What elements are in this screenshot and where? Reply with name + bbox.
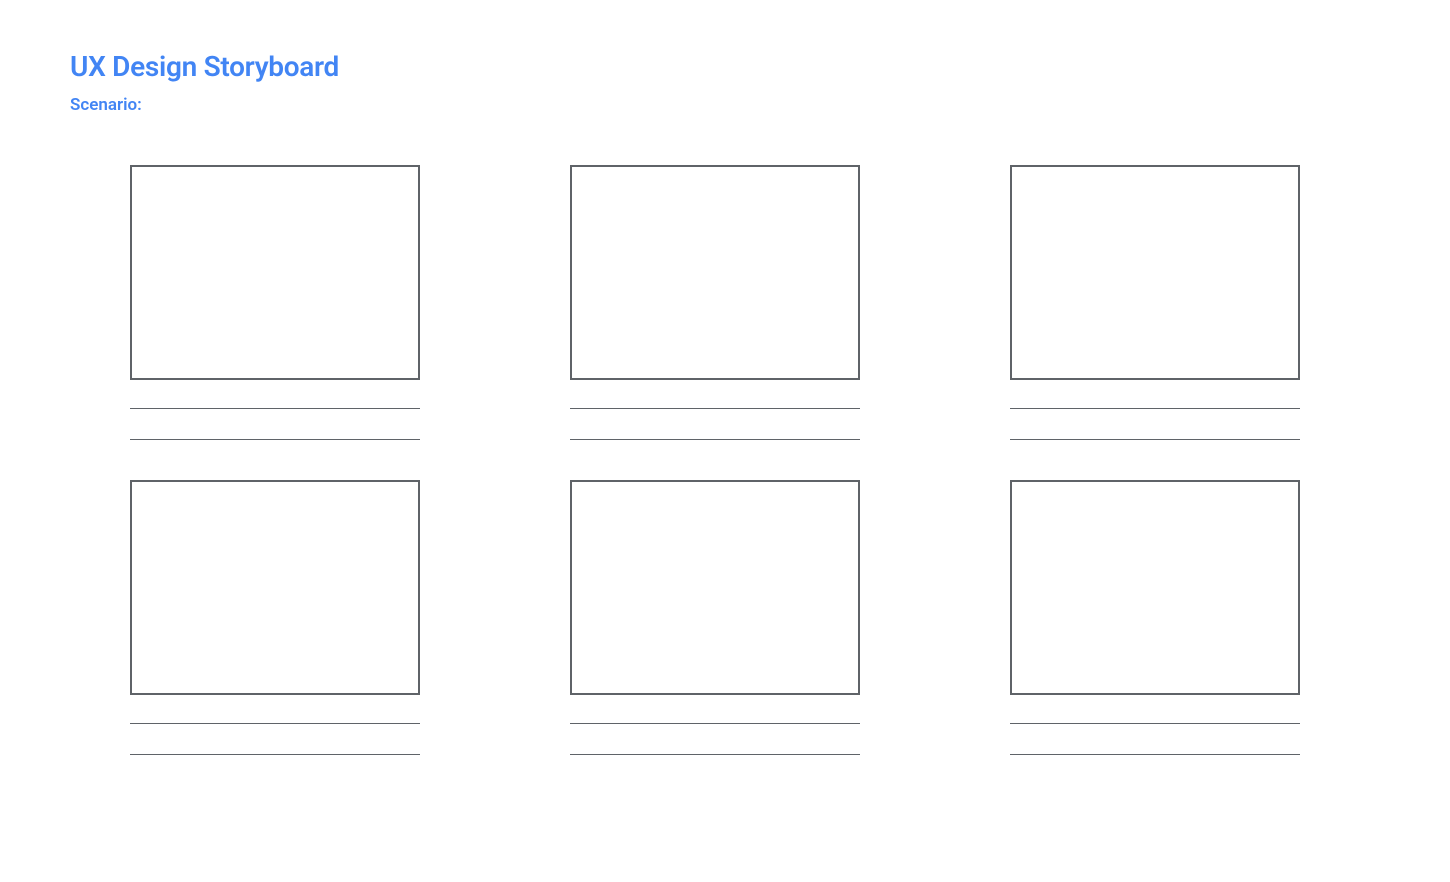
storyboard-panel-3 — [1010, 165, 1320, 440]
caption-line-2 — [130, 439, 420, 440]
caption-lines — [570, 723, 880, 755]
storyboard-panel-6 — [1010, 480, 1320, 755]
scenario-label: Scenario: — [70, 95, 1380, 115]
caption-line-1 — [570, 408, 860, 409]
storyboard-grid — [70, 165, 1380, 755]
caption-lines — [1010, 408, 1320, 440]
caption-line-2 — [570, 754, 860, 755]
storyboard-frame — [130, 480, 420, 695]
storyboard-frame — [570, 480, 860, 695]
storyboard-panel-1 — [130, 165, 440, 440]
caption-lines — [570, 408, 880, 440]
caption-line-1 — [1010, 408, 1300, 409]
caption-lines — [1010, 723, 1320, 755]
caption-lines — [130, 408, 440, 440]
caption-line-1 — [1010, 723, 1300, 724]
caption-line-1 — [570, 723, 860, 724]
storyboard-panel-2 — [570, 165, 880, 440]
caption-line-2 — [1010, 754, 1300, 755]
header: UX Design Storyboard Scenario: — [70, 50, 1380, 115]
caption-lines — [130, 723, 440, 755]
storyboard-frame — [1010, 165, 1300, 380]
caption-line-2 — [130, 754, 420, 755]
caption-line-2 — [570, 439, 860, 440]
storyboard-panel-5 — [570, 480, 880, 755]
caption-line-1 — [130, 408, 420, 409]
caption-line-1 — [130, 723, 420, 724]
storyboard-frame — [570, 165, 860, 380]
caption-line-2 — [1010, 439, 1300, 440]
storyboard-panel-4 — [130, 480, 440, 755]
storyboard-frame — [130, 165, 420, 380]
page-title: UX Design Storyboard — [70, 50, 1380, 83]
storyboard-frame — [1010, 480, 1300, 695]
